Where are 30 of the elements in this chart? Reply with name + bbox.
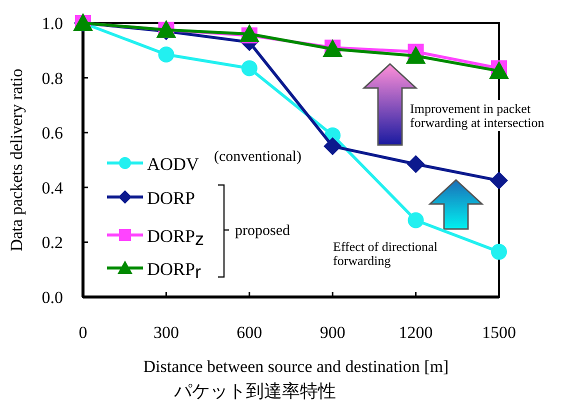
annotation: proposed [235,223,290,239]
point [490,172,508,190]
x-tick-label: 300 [153,323,179,342]
point [239,24,260,42]
annotation: Improvement in packet forwarding at intersection [410,101,545,130]
x-tick-label: 1200 [398,323,433,342]
y-tick-label: 0.0 [42,288,63,307]
y-axis-title: Data packets delivery ratio [7,68,26,252]
y-tick-label: 1.0 [42,14,63,33]
y-tick-label: 0.2 [42,233,63,252]
point [324,137,342,156]
point [158,46,174,63]
y-tick-label: 0.8 [42,68,63,88]
point [491,244,507,260]
text: パケット到達率特性 [173,381,336,401]
y-tick-label: 0.4 [42,178,64,198]
annotation: Effect of directional forwarding [333,239,438,268]
point [241,60,258,76]
x-tick-label: 0 [78,323,88,342]
legend-label: AODV [147,154,199,174]
x-tick-label: 900 [320,323,346,342]
point [406,155,425,174]
x-axis-title: Distance between source and destination [m] [143,357,449,376]
y-tick-label: 0.6 [42,124,63,143]
annotation: (conventional) [214,149,302,165]
x-tick-label: 600 [236,323,262,342]
legend-label: DORP [147,188,196,208]
point [406,46,426,64]
x-tick-label: 1500 [482,323,516,342]
point [408,212,424,228]
